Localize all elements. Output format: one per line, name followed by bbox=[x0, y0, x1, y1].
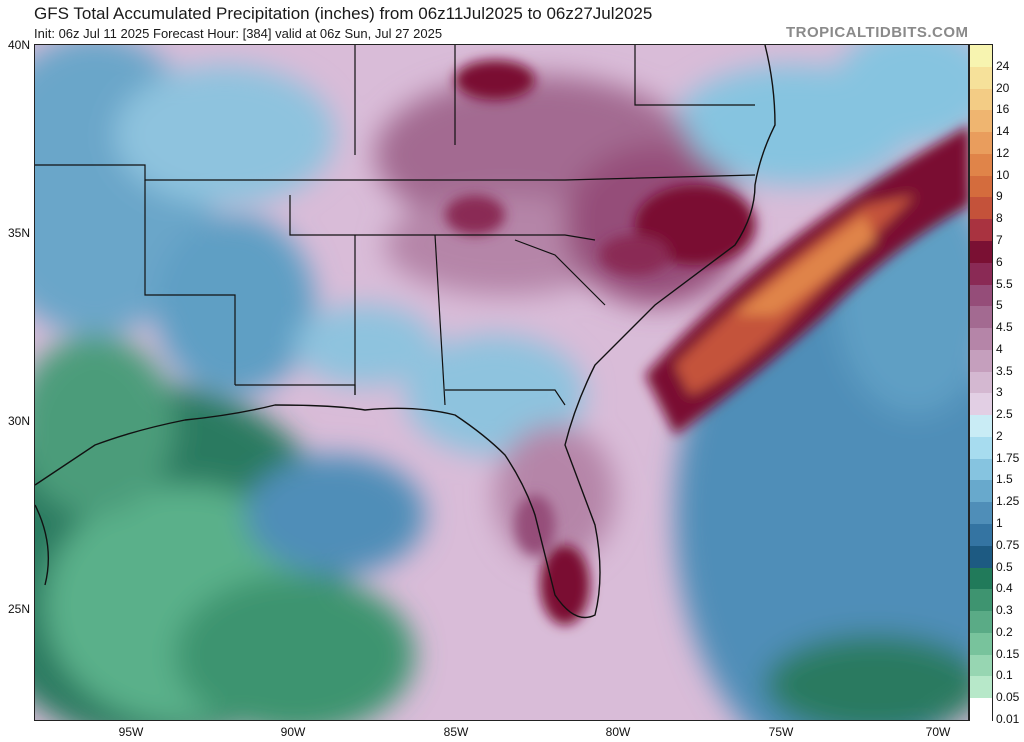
colorbar-swatch bbox=[970, 197, 992, 220]
colorbar-swatch bbox=[970, 88, 992, 111]
lon-label-70w: 70W bbox=[925, 725, 951, 739]
colorbar-label: 0.05 bbox=[996, 690, 1020, 705]
colorbar-label: 0.5 bbox=[996, 559, 1013, 574]
colorbar-swatch bbox=[970, 240, 992, 264]
lat-label-30n: 30N bbox=[7, 414, 30, 428]
colorbar-swatch bbox=[970, 415, 992, 438]
colorbar-label: 2 bbox=[996, 428, 1003, 443]
colorbar-swatch bbox=[970, 524, 992, 547]
colorbar-swatch bbox=[970, 676, 992, 699]
colorbar-swatch bbox=[970, 502, 992, 525]
colorbar-label: 0.4 bbox=[996, 581, 1013, 596]
colorbar-label: 1.5 bbox=[996, 472, 1013, 487]
colorbar-label: 9 bbox=[996, 189, 1003, 204]
colorbar-swatch bbox=[970, 545, 992, 569]
colorbar-swatch bbox=[970, 458, 992, 482]
colorbar-swatch bbox=[970, 567, 992, 590]
colorbar-label: 0.1 bbox=[996, 668, 1013, 683]
colorbar-swatch bbox=[970, 306, 992, 329]
colorbar-swatch bbox=[970, 611, 992, 634]
precipitation-field bbox=[35, 45, 968, 720]
colorbar-label: 1 bbox=[996, 516, 1003, 531]
colorbar-label: 4.5 bbox=[996, 320, 1013, 335]
colorbar-swatch bbox=[970, 66, 992, 90]
colorbar-label: 3.5 bbox=[996, 363, 1013, 378]
lat-label-35n: 35N bbox=[7, 226, 30, 240]
lon-label-95w: 95W bbox=[118, 725, 144, 739]
colorbar-label: 3 bbox=[996, 385, 1003, 400]
lat-label-25n: 25N bbox=[7, 602, 30, 616]
colorbar-swatch bbox=[970, 371, 992, 394]
colorbar-swatch bbox=[970, 698, 992, 721]
colorbar-swatch bbox=[970, 328, 992, 351]
lon-label-80w: 80W bbox=[605, 725, 631, 739]
colorbar-swatch bbox=[970, 632, 992, 656]
colorbar-label: 1.25 bbox=[996, 494, 1020, 509]
coastlines bbox=[35, 45, 756, 406]
colorbar-label: 8 bbox=[996, 211, 1003, 226]
colorbar-label: 2.5 bbox=[996, 407, 1013, 422]
colorbar-label: 4 bbox=[996, 341, 1003, 356]
colorbar-label: 24 bbox=[996, 58, 1010, 73]
colorbar-label: 14 bbox=[996, 124, 1010, 139]
map-subtitle: Init: 06z Jul 11 2025 Forecast Hour: [38… bbox=[34, 26, 443, 41]
colorbar-label: 20 bbox=[996, 80, 1010, 95]
colorbar-label: 12 bbox=[996, 145, 1010, 160]
colorbar-label: 5.5 bbox=[996, 276, 1013, 291]
colorbar-swatch bbox=[970, 480, 992, 503]
colorbar-label: 6 bbox=[996, 254, 1003, 269]
brand-watermark: TROPICALTIDBITS.COM bbox=[786, 24, 969, 41]
colorbar-swatch bbox=[970, 589, 992, 612]
colorbar-swatch bbox=[970, 153, 992, 177]
colorbar-swatch bbox=[970, 132, 992, 155]
colorbar-swatch bbox=[970, 349, 992, 373]
colorbar-label: 0.15 bbox=[996, 646, 1020, 661]
map-title: GFS Total Accumulated Precipitation (inc… bbox=[34, 4, 653, 23]
colorbar-swatch bbox=[970, 110, 992, 133]
colorbar-label: 0.75 bbox=[996, 537, 1020, 552]
precipitation-map bbox=[34, 44, 969, 721]
colorbar-label: 0.2 bbox=[996, 624, 1013, 639]
colorbar-label: 0.3 bbox=[996, 603, 1013, 618]
colorbar-label: 7 bbox=[996, 232, 1003, 247]
colorbar-swatch bbox=[970, 175, 992, 198]
colorbar-label: 1.75 bbox=[996, 450, 1020, 465]
colorbar-label: 0.01 bbox=[996, 712, 1020, 726]
colorbar-label: 10 bbox=[996, 167, 1010, 182]
colorbar bbox=[969, 44, 993, 721]
colorbar-swatch bbox=[970, 654, 992, 678]
colorbar-swatch bbox=[970, 284, 992, 307]
colorbar-swatch bbox=[970, 45, 992, 68]
coastline bbox=[35, 45, 776, 619]
lon-label-75w: 75W bbox=[768, 725, 794, 739]
colorbar-label: 5 bbox=[996, 298, 1003, 313]
lon-label-90w: 90W bbox=[280, 725, 306, 739]
colorbar-swatch bbox=[970, 219, 992, 242]
colorbar-label: 16 bbox=[996, 102, 1010, 117]
colorbar-swatch bbox=[970, 262, 992, 286]
lon-label-85w: 85W bbox=[443, 725, 469, 739]
colorbar-swatch bbox=[970, 393, 992, 416]
lat-label-40n: 40N bbox=[7, 38, 30, 52]
colorbar-swatch bbox=[970, 436, 992, 460]
